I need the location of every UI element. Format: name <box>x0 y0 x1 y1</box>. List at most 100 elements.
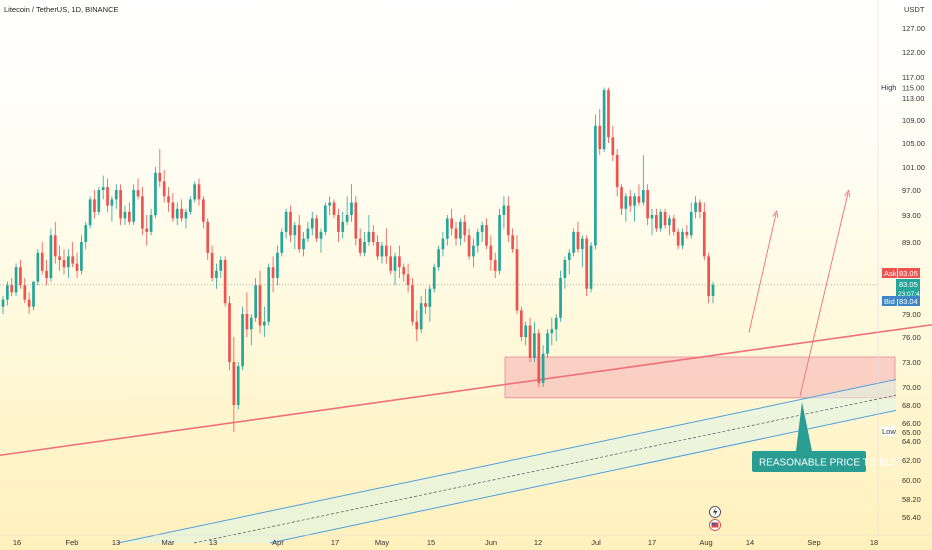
currency-label: USDT <box>904 5 925 14</box>
current-price-value: 83.05 <box>899 280 918 289</box>
candle-body <box>620 187 623 209</box>
candle-body <box>93 199 96 212</box>
candle-body <box>668 218 671 226</box>
support-trendline <box>0 323 932 457</box>
candle-body <box>306 228 310 239</box>
candle-body <box>659 211 663 229</box>
y-tick-label: 109.00 <box>902 116 925 125</box>
high-value: 115.00 <box>902 84 924 93</box>
y-tick-label: 68.00 <box>902 401 921 410</box>
event-markers[interactable] <box>709 506 721 531</box>
x-tick-label: Jul <box>591 538 601 547</box>
candle-body <box>602 90 606 149</box>
candle-body <box>154 172 157 216</box>
annotation-callout[interactable]: REASONABLE PRICE TO BUY <box>752 402 900 472</box>
candle-body <box>572 231 575 253</box>
x-tick-label: 12 <box>534 538 542 547</box>
bid-value: 83.04 <box>899 297 918 306</box>
low-value: 65.00 <box>902 428 921 437</box>
candle-body <box>371 231 375 242</box>
x-tick-label: Apr <box>272 538 284 547</box>
candle-body <box>515 249 519 311</box>
candle-body <box>511 235 514 250</box>
candle-body <box>694 202 697 212</box>
candle-body <box>376 242 379 257</box>
candle-body <box>149 215 153 232</box>
candle-body <box>127 211 131 222</box>
candle-body <box>228 303 231 362</box>
x-tick-label: 15 <box>427 538 435 547</box>
low-marker: Low <box>881 426 896 436</box>
candle-body <box>110 199 114 206</box>
candle-body <box>337 215 340 232</box>
y-tick-label: 79.00 <box>902 310 921 319</box>
candle-body <box>341 221 345 232</box>
candle-body <box>310 218 314 229</box>
y-tick-label: 93.00 <box>902 211 921 220</box>
candle-body <box>476 231 480 246</box>
candle-body <box>445 218 449 239</box>
candle-body <box>219 260 223 271</box>
y-tick-label: 122.00 <box>902 48 925 57</box>
candle-body <box>689 211 693 236</box>
candle-body <box>319 231 323 239</box>
lightning-glyph <box>713 507 718 517</box>
time-axis[interactable]: 16 Feb 13 Mar 13 Apr 17 May 15 Jun 12 Jul 17 Aug 14 Sep… <box>0 534 932 547</box>
candle-body <box>75 263 79 271</box>
candle-body <box>289 211 292 236</box>
candle-body <box>615 155 619 188</box>
candle-body <box>628 196 632 206</box>
candle-body <box>280 231 284 253</box>
candle-body <box>437 249 440 268</box>
candle-body <box>263 321 266 326</box>
candle-body <box>533 333 536 358</box>
candle-body <box>180 208 183 219</box>
candle-body <box>676 231 680 246</box>
y-tick-label: 105.00 <box>902 139 925 148</box>
candle-body <box>276 252 279 278</box>
candle-body <box>210 252 214 278</box>
candle-body <box>502 205 506 215</box>
candle-countdown: 23:07:48 <box>898 291 924 298</box>
candle-body <box>241 314 244 367</box>
candle-body <box>663 211 667 226</box>
callout-label: REASONABLE PRICE TO BUY <box>759 458 900 469</box>
candle-body <box>345 215 349 222</box>
candle-body <box>450 218 453 229</box>
candle-body <box>459 221 462 239</box>
candle-body <box>132 190 136 222</box>
x-tick-label: Aug <box>699 538 712 547</box>
candle-body <box>698 202 702 212</box>
y-tick-label: 66.00 <box>902 419 921 428</box>
candle-body <box>328 202 332 206</box>
candle-body <box>580 238 584 250</box>
candle-body <box>97 190 101 212</box>
candle-body <box>681 231 684 246</box>
callout-pointer <box>796 402 812 451</box>
price-axis[interactable]: USDT 56.40 58.20 60.00 62.00 64.00 66.00 68.00… <box>877 0 925 535</box>
candle-body <box>19 267 22 286</box>
candle-body <box>415 321 419 330</box>
x-tick-label: Feb <box>66 538 79 547</box>
candle-body <box>528 325 532 358</box>
candle-body <box>88 199 92 226</box>
y-tick-label: 56.40 <box>902 513 921 522</box>
candle-body <box>106 187 109 206</box>
y-tick-label: 113.00 <box>902 94 924 103</box>
candle-body <box>655 215 658 229</box>
candle-body <box>302 238 305 250</box>
candle-body <box>637 196 641 203</box>
x-tick-label: May <box>375 538 389 547</box>
candle-body <box>206 221 210 253</box>
y-tick-label: 127.00 <box>902 24 925 33</box>
candle-body <box>315 218 318 239</box>
candle-body <box>485 225 488 246</box>
candle-body <box>367 231 371 242</box>
candle-body <box>711 284 715 296</box>
candle-body <box>10 285 14 293</box>
y-tick-label: 60.00 <box>902 476 921 485</box>
y-tick-label: 76.00 <box>902 333 921 342</box>
candle-body <box>650 215 654 219</box>
drawing-overlays <box>0 193 932 544</box>
